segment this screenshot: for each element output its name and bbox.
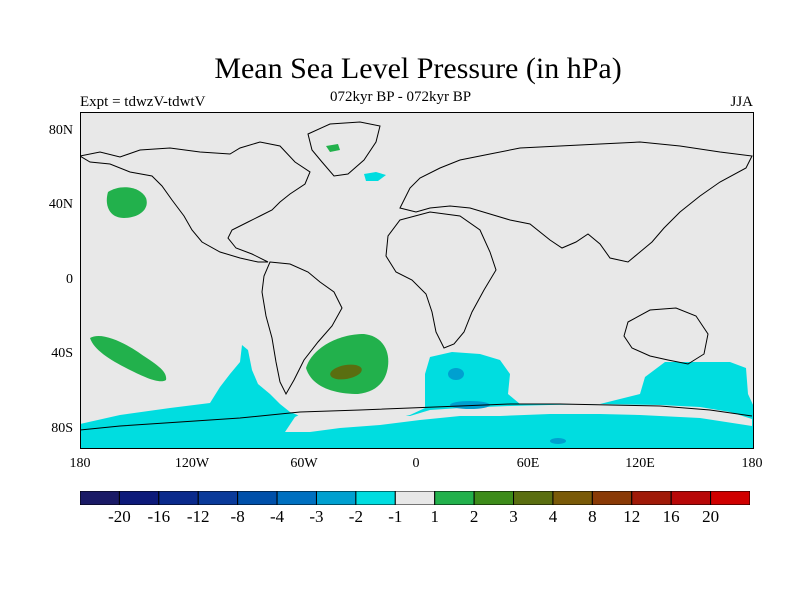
colorbar-box bbox=[710, 491, 750, 505]
colorbar-box bbox=[315, 491, 357, 505]
north-atlantic-negative-region bbox=[364, 172, 386, 181]
colorbar-label: -4 bbox=[269, 507, 285, 526]
lon-label-120e: 120E bbox=[625, 456, 655, 471]
colorbar-label: 12 bbox=[623, 507, 641, 526]
colorbar-label: -1 bbox=[388, 507, 403, 526]
colorbar-box bbox=[473, 491, 515, 505]
antarctica-land-mask bbox=[285, 404, 752, 432]
colorbar-box bbox=[276, 491, 317, 505]
colorbar-box bbox=[118, 491, 160, 505]
map-title: Mean Sea Level Pressure (in hPa) bbox=[214, 52, 622, 85]
colorbar-label: -20 bbox=[108, 507, 131, 526]
lon-label-120w: 120W bbox=[174, 456, 210, 471]
colorbar-label: 2 bbox=[469, 507, 479, 526]
period-label: 072kyr BP - 072kyr BP bbox=[330, 89, 472, 105]
colorbar bbox=[80, 491, 750, 505]
colorbar-label: -8 bbox=[230, 507, 245, 526]
colorbar-label: -12 bbox=[186, 507, 210, 526]
colorbar-label: 3 bbox=[509, 507, 518, 526]
lon-label-180e: 180 bbox=[741, 456, 763, 471]
colorbar-box bbox=[670, 491, 712, 505]
lat-label-80s: 80S bbox=[51, 421, 73, 436]
colorbar-label: -16 bbox=[147, 507, 171, 526]
colorbar-box bbox=[552, 491, 593, 505]
colorbar-label: 8 bbox=[588, 507, 597, 526]
colorbar-label: 16 bbox=[662, 507, 680, 526]
colorbar-box bbox=[80, 491, 120, 505]
negative-2-3-patch-indian bbox=[448, 368, 464, 380]
colorbar-box bbox=[197, 491, 239, 505]
south-atlantic-positive-region bbox=[306, 334, 389, 394]
colorbar-box bbox=[394, 491, 436, 505]
colorbar-box bbox=[513, 491, 554, 505]
lon-label-0: 0 bbox=[412, 456, 420, 471]
colorbar-box bbox=[355, 491, 396, 505]
north-pacific-positive-region bbox=[106, 187, 147, 218]
lon-label-180w: 180 bbox=[69, 456, 91, 471]
lon-label-60w: 60W bbox=[290, 456, 318, 471]
negative-2-3-patch-antarctic bbox=[450, 401, 490, 409]
coastline-greenland bbox=[307, 121, 381, 177]
colorbar-box bbox=[237, 491, 278, 505]
colorbar-label: 4 bbox=[548, 507, 558, 526]
coastline-australia bbox=[623, 307, 709, 365]
coastline-eurasia bbox=[399, 141, 753, 263]
coastline-north-america bbox=[80, 141, 311, 263]
coastline-south-america bbox=[261, 261, 343, 396]
colorbar-label: -3 bbox=[309, 507, 324, 526]
experiment-label: Expt = tdwzV-tdwtV bbox=[80, 94, 206, 110]
south-atlantic-positive-core bbox=[330, 364, 362, 380]
colorbar-box bbox=[434, 491, 475, 505]
coastline-antarctica bbox=[80, 403, 753, 431]
greenland-positive-region bbox=[326, 144, 340, 152]
lat-label-0: 0 bbox=[66, 272, 73, 287]
colorbar-label: 20 bbox=[702, 507, 720, 526]
lat-label-40n: 40N bbox=[48, 197, 73, 212]
colorbar-box bbox=[631, 491, 672, 505]
colorbar-box bbox=[591, 491, 633, 505]
lon-label-60e: 60E bbox=[516, 456, 540, 471]
coastlines bbox=[80, 121, 753, 431]
coastline-africa bbox=[385, 211, 497, 349]
map-frame bbox=[80, 112, 754, 449]
lat-label-80n: 80N bbox=[48, 123, 73, 138]
negative-2-3-patch-east-antarctic bbox=[550, 438, 566, 444]
southern-ocean-negative-region bbox=[80, 345, 754, 449]
colorbar-box bbox=[158, 491, 199, 505]
colorbar-label: -2 bbox=[348, 507, 363, 526]
lat-label-40s: 40S bbox=[51, 346, 73, 361]
south-pacific-positive-region bbox=[90, 335, 167, 382]
pressure-map bbox=[80, 112, 754, 449]
season-label: JJA bbox=[730, 94, 753, 110]
colorbar-label: 1 bbox=[430, 507, 439, 526]
